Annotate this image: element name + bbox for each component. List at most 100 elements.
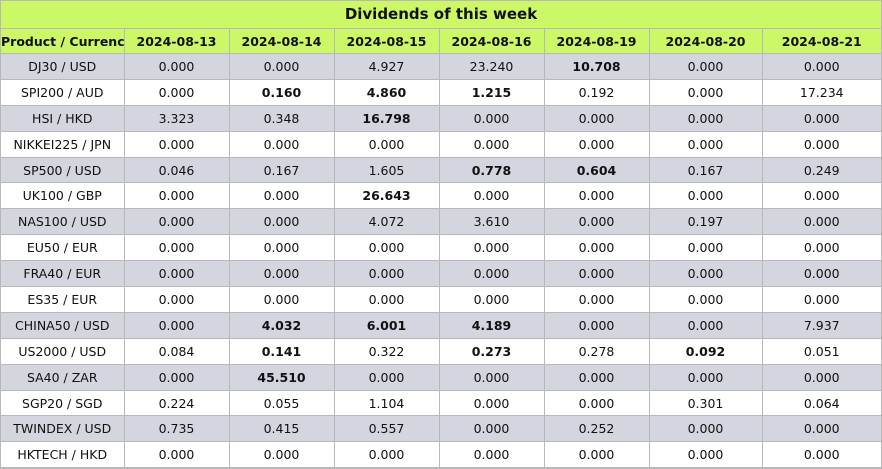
dividend-value-cell: 0.055 (228, 389, 335, 417)
table-row: HKTECH / HKD 0.000 0.000 0.000 0.000 0.000 0.0… (1, 441, 881, 469)
dividend-value-cell: 0.000 (228, 208, 335, 236)
dividend-value-cell: 0.000 (543, 234, 650, 262)
dividend-value-cell: 0.000 (438, 363, 545, 391)
dividend-value-cell: 0.000 (648, 441, 763, 469)
product-cell: FRA40 / EUR (1, 260, 125, 288)
product-cell: SP500 / USD (1, 156, 125, 184)
dividend-value-cell: 0.000 (123, 208, 230, 236)
dividend-value-cell: 0.415 (228, 415, 335, 443)
dividend-value-cell: 0.000 (543, 260, 650, 288)
dividend-value-cell: 0.000 (648, 363, 763, 391)
dividend-value-cell: 0.278 (543, 337, 650, 365)
dividend-value-cell: 0.000 (761, 415, 881, 443)
dividend-value-cell: 0.000 (438, 389, 545, 417)
product-cell: SA40 / ZAR (1, 363, 125, 391)
product-cell: NAS100 / USD (1, 208, 125, 236)
dividend-value-cell: 0.604 (543, 156, 650, 184)
dividend-value-cell: 0.000 (543, 104, 650, 132)
dividend-value-cell: 0.301 (648, 389, 763, 417)
dividend-value-cell: 45.510 (228, 363, 335, 391)
dividend-value-cell: 0.000 (123, 78, 230, 106)
dividend-value-cell: 10.708 (543, 53, 650, 80)
dividend-value-cell: 3.323 (123, 104, 230, 132)
dividend-value-cell: 0.000 (648, 130, 763, 158)
dividend-value-cell: 0.000 (123, 130, 230, 158)
product-cell: US2000 / USD (1, 337, 125, 365)
dividend-value-cell: 16.798 (333, 104, 440, 132)
dividend-value-cell: 6.001 (333, 311, 440, 339)
dividend-value-cell: 0.557 (333, 415, 440, 443)
dividend-value-cell: 0.051 (761, 337, 881, 365)
dividend-value-cell: 0.000 (648, 234, 763, 262)
table-row: EU50 / EUR 0.000 0.000 0.000 0.000 0.000 0.000… (1, 234, 881, 262)
dividend-value-cell: 0.000 (438, 441, 545, 469)
dividend-value-cell: 0.000 (543, 286, 650, 313)
table-row: SA40 / ZAR 0.000 45.510 0.000 0.000 0.000 0.00… (1, 363, 881, 391)
dividend-value-cell: 0.000 (123, 53, 230, 80)
table-row: TWINDEX / USD 0.735 0.415 0.557 0.000 0.252 0.… (1, 415, 881, 443)
dividend-value-cell: 0.167 (648, 156, 763, 184)
dividend-value-cell: 0.192 (543, 78, 650, 106)
dividend-value-cell: 0.000 (648, 260, 763, 288)
table-row: UK100 / GBP 0.000 0.000 26.643 0.000 0.000 0.0… (1, 182, 881, 210)
table-row: NIKKEI225 / JPN 0.000 0.000 0.000 0.000 0.000… (1, 130, 881, 158)
dividend-value-cell: 0.000 (543, 208, 650, 236)
dividend-value-cell: 4.032 (228, 311, 335, 339)
table-row: FRA40 / EUR 0.000 0.000 0.000 0.000 0.000 0.00… (1, 260, 881, 288)
dividend-value-cell: 0.000 (761, 260, 881, 288)
table-title: Dividends of this week (1, 1, 881, 29)
dividend-value-cell: 0.000 (761, 363, 881, 391)
dividend-value-cell: 0.000 (761, 53, 881, 80)
dividend-value-cell: 0.000 (761, 182, 881, 210)
dividend-value-cell: 0.000 (333, 363, 440, 391)
header-row: Product / Currency 2024-08-13 2024-08-14… (1, 29, 881, 54)
dividend-value-cell: 0.224 (123, 389, 230, 417)
product-cell: EU50 / EUR (1, 234, 125, 262)
dividend-value-cell: 0.252 (543, 415, 650, 443)
dividend-value-cell: 26.643 (333, 182, 440, 210)
dividend-value-cell: 0.160 (228, 78, 335, 106)
dividend-value-cell: 0.000 (761, 208, 881, 236)
product-cell: NIKKEI225 / JPN (1, 130, 125, 158)
dividend-value-cell: 0.000 (648, 415, 763, 443)
table-row: SPI200 / AUD 0.000 0.160 4.860 1.215 0.192 0.0… (1, 78, 881, 106)
header-date: 2024-08-20 (648, 29, 763, 54)
dividend-value-cell: 0.000 (761, 130, 881, 158)
dividend-value-cell: 0.000 (123, 311, 230, 339)
table-row: NAS100 / USD 0.000 0.000 4.072 3.610 0.000 0.1… (1, 208, 881, 236)
dividend-value-cell: 0.000 (438, 260, 545, 288)
dividend-value-cell: 0.064 (761, 389, 881, 417)
product-cell: HSI / HKD (1, 104, 125, 132)
table-row: DJ30 / USD 0.000 0.000 4.927 23.240 10.708 0.0… (1, 53, 881, 80)
product-cell: DJ30 / USD (1, 53, 125, 80)
dividend-value-cell: 0.000 (123, 286, 230, 313)
dividend-value-cell: 0.000 (333, 441, 440, 469)
dividend-value-cell: 0.167 (228, 156, 335, 184)
dividend-value-cell: 0.000 (438, 234, 545, 262)
dividend-value-cell: 0.092 (648, 337, 763, 365)
header-date: 2024-08-21 (761, 29, 881, 54)
product-cell: TWINDEX / USD (1, 415, 125, 443)
dividend-value-cell: 0.000 (228, 130, 335, 158)
dividend-value-cell: 1.104 (333, 389, 440, 417)
product-cell: ES35 / EUR (1, 286, 125, 313)
dividend-value-cell: 0.000 (333, 234, 440, 262)
dividend-value-cell: 0.046 (123, 156, 230, 184)
dividend-value-cell: 0.273 (438, 337, 545, 365)
header-date: 2024-08-13 (123, 29, 230, 54)
dividend-value-cell: 0.000 (123, 260, 230, 288)
dividend-value-cell: 4.860 (333, 78, 440, 106)
dividend-value-cell: 0.000 (648, 53, 763, 80)
dividend-value-cell: 0.000 (228, 260, 335, 288)
dividend-value-cell: 4.189 (438, 311, 545, 339)
dividend-value-cell: 0.000 (761, 286, 881, 313)
dividend-value-cell: 0.000 (648, 78, 763, 106)
dividend-value-cell: 0.000 (123, 182, 230, 210)
dividend-value-cell: 4.072 (333, 208, 440, 236)
dividend-value-cell: 0.778 (438, 156, 545, 184)
product-cell: UK100 / GBP (1, 182, 125, 210)
dividends-table: Product / Currency 2024-08-13 2024-08-14… (1, 29, 881, 469)
dividend-value-cell: 0.197 (648, 208, 763, 236)
table-body: DJ30 / USD 0.000 0.000 4.927 23.240 10.708 0.0… (1, 53, 881, 469)
dividend-value-cell: 7.937 (761, 311, 881, 339)
